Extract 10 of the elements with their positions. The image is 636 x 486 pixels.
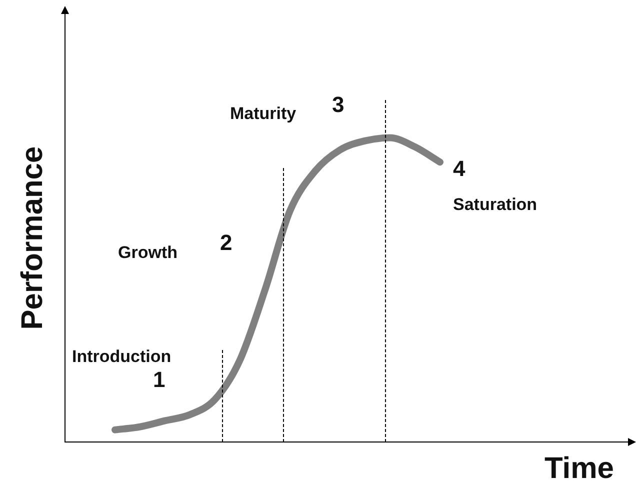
annotation: Introduction: [72, 347, 172, 366]
text: Saturation: [453, 195, 538, 214]
text: 4: [453, 156, 466, 181]
annotation: 2: [220, 230, 232, 255]
text: 3: [332, 92, 344, 117]
y-axis-title: Performance: [16, 146, 49, 330]
x-axis-title: Time: [544, 452, 614, 485]
text: Maturity: [230, 104, 297, 123]
annotation: Growth: [118, 243, 178, 262]
annotation: 1: [153, 367, 166, 392]
